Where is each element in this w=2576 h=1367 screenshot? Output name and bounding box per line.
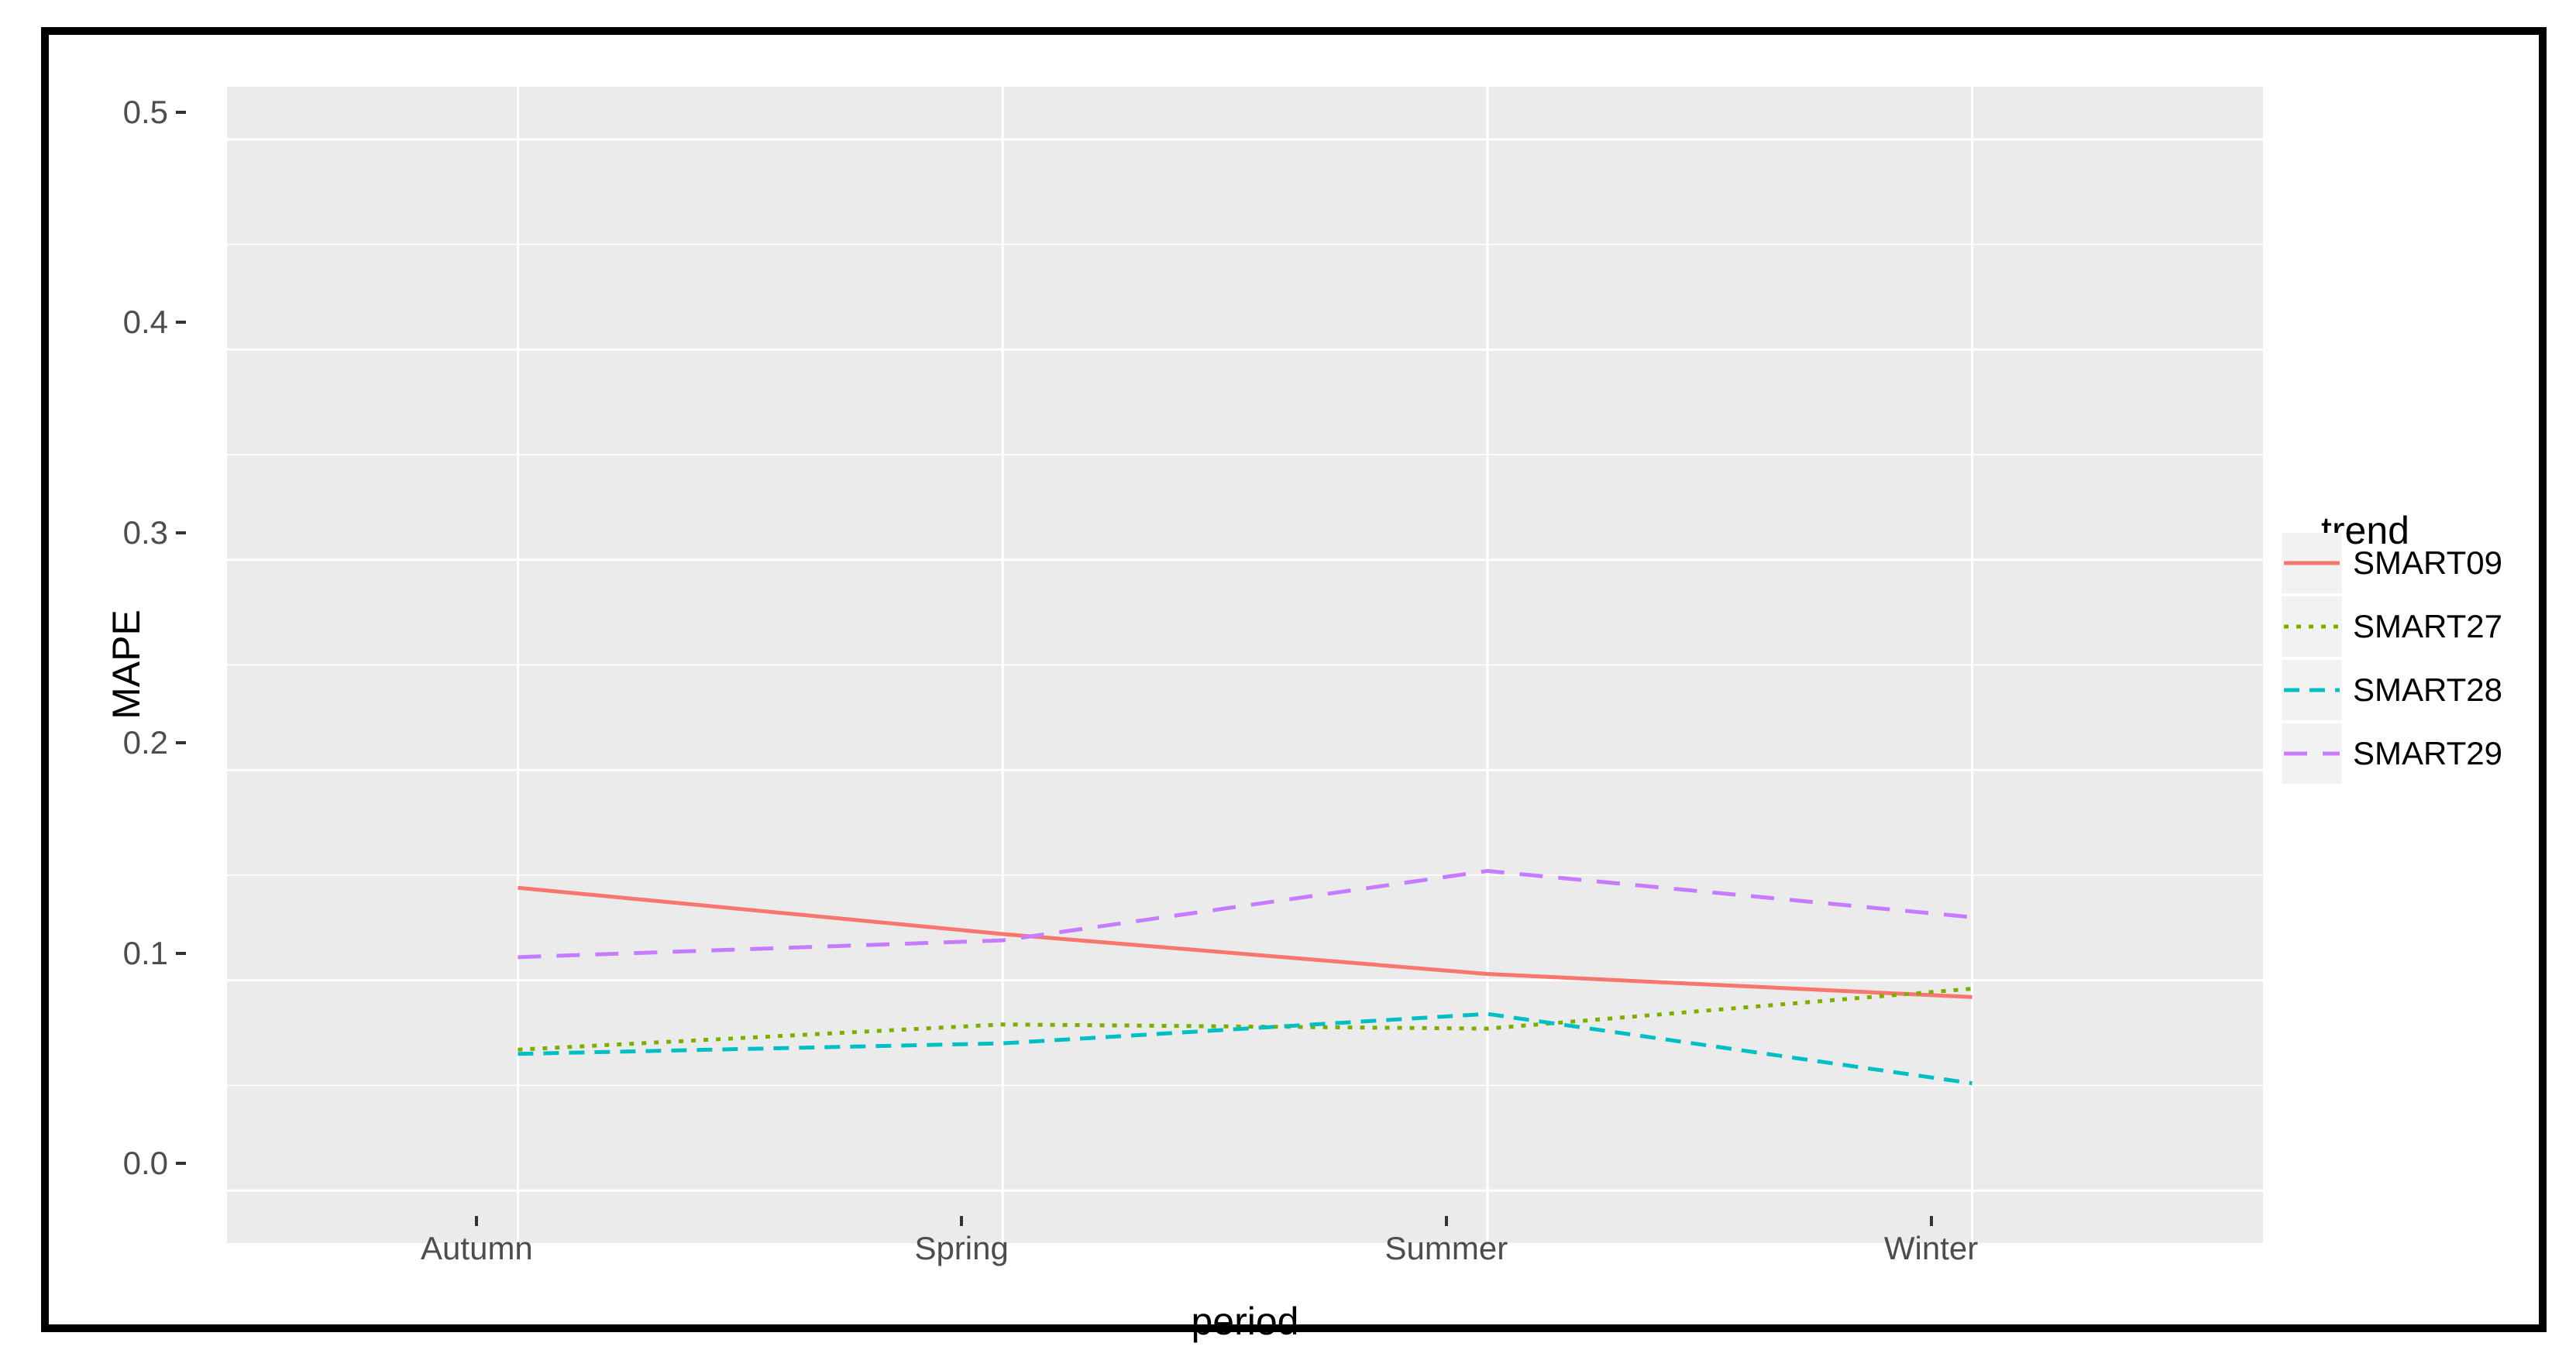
y-axis-title: MAPE xyxy=(105,610,148,720)
y-tick-mark xyxy=(176,741,186,745)
x-tick-mark xyxy=(1444,1216,1448,1226)
y-tick-label: 0.3 xyxy=(122,513,168,551)
x-tick-label: Spring xyxy=(914,1230,1009,1266)
series-line-SMART28 xyxy=(518,1012,1972,1086)
legend-key-SMART28 xyxy=(2282,660,2342,720)
series-line-SMART27 xyxy=(518,987,1972,1052)
x-tick-mark xyxy=(475,1216,479,1226)
y-tick-mark xyxy=(176,531,186,534)
y-tick-mark xyxy=(176,110,186,114)
x-tick-mark xyxy=(960,1216,964,1226)
legend-key-SMART29 xyxy=(2282,723,2342,784)
legend-key-SMART27 xyxy=(2282,596,2342,657)
y-tick-label: 0.4 xyxy=(122,304,168,341)
series-line-SMART29 xyxy=(518,869,1972,960)
plot-panel xyxy=(227,87,2263,1243)
y-tick-mark xyxy=(176,951,186,955)
y-tick-label: 0.0 xyxy=(122,1145,168,1182)
y-tick-label: 0.2 xyxy=(122,724,168,761)
y-tick-mark xyxy=(176,1162,186,1166)
x-tick-label: Winter xyxy=(1883,1230,1979,1266)
y-tick-label: 0.5 xyxy=(122,93,168,130)
plot-outer-border: 0.0 0.1 0.2 0.3 0.4 0.5 Autumn Spring Summer Win… xyxy=(41,27,2547,1343)
y-tick-mark xyxy=(176,321,186,325)
chart-canvas xyxy=(227,87,2263,1243)
x-tick-mark xyxy=(1929,1216,1933,1226)
x-axis-title: period xyxy=(1191,1300,1299,1343)
x-tick-label: Autumn xyxy=(421,1230,533,1266)
legend-label-SMART27: SMART27 xyxy=(2353,608,2502,644)
x-tick-label: Summer xyxy=(1384,1230,1508,1266)
legend-label-SMART28: SMART28 xyxy=(2353,671,2502,708)
legend-key-SMART09 xyxy=(2282,533,2342,593)
series-line-SMART09 xyxy=(518,885,1972,999)
y-tick-label: 0.1 xyxy=(122,934,168,971)
legend-label-SMART29: SMART29 xyxy=(2353,735,2502,771)
legend-label-SMART09: SMART09 xyxy=(2353,544,2502,581)
